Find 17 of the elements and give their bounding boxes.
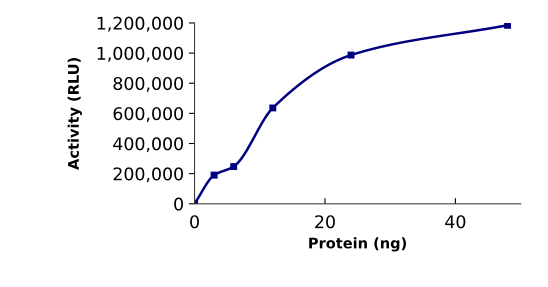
y-tick-label: 400,000 <box>113 137 183 152</box>
y-axis-title: Activity (RLU) <box>68 58 82 170</box>
y-tick-label: 1,000,000 <box>98 46 183 62</box>
point <box>230 163 238 170</box>
point <box>210 172 218 179</box>
point <box>269 104 276 112</box>
point <box>348 52 355 59</box>
y-tick-label: 1,200,000 <box>98 16 183 32</box>
x-tick-label: 0 <box>190 215 199 228</box>
y-tick-label: 600,000 <box>114 107 183 122</box>
y-tick-label: 0 <box>174 197 183 211</box>
y-tick-label: 200,000 <box>114 167 183 182</box>
point <box>504 22 512 29</box>
x-tick-label: 20 <box>315 215 335 228</box>
x-tick-label: 40 <box>445 215 466 228</box>
x-axis-title: Protein (ng) <box>309 237 406 252</box>
y-tick-label: 800,000 <box>114 76 183 92</box>
